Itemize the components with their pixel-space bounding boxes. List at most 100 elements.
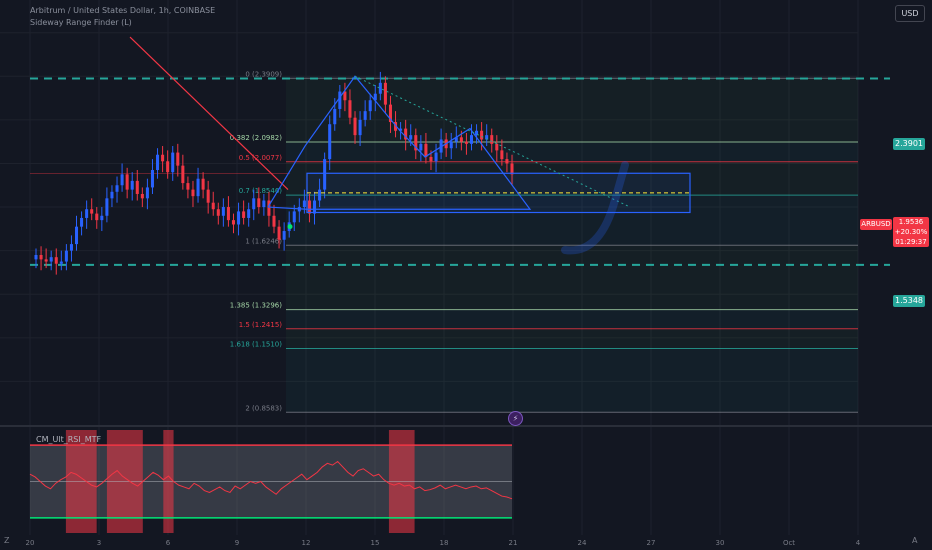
candle-body	[307, 200, 311, 214]
candle-body	[39, 255, 43, 260]
time-tick: 30	[716, 539, 725, 547]
oscillator-pane: CM_Ult_RSI_MTF	[0, 425, 932, 533]
fib-label: 0.5 (2.0077)	[239, 154, 283, 162]
candle-body	[64, 250, 68, 262]
harmonic-pattern	[267, 75, 532, 210]
candle-body	[176, 152, 180, 166]
candle-body	[282, 231, 286, 240]
fib-zone	[286, 142, 858, 162]
candle-body	[74, 226, 79, 245]
candle-body	[404, 128, 408, 140]
candle-body	[161, 154, 165, 162]
fib-retracement: 0 (2.3909) 0.382 (2.0982) 0.5 (2.0077) 0.7 …	[230, 70, 858, 413]
candle-body	[348, 100, 352, 118]
candle-body	[69, 244, 73, 251]
signal-dot	[287, 224, 293, 230]
candle-body	[464, 141, 468, 144]
candle-body	[267, 200, 271, 216]
candle-body	[95, 213, 99, 221]
axes: 20 3 6 9 12 15 18 21 24 27 30 Oct 4	[26, 539, 861, 547]
candle-body	[196, 178, 200, 197]
candle-body	[242, 211, 246, 218]
candle-body	[125, 174, 129, 190]
last-price: 1.9536	[898, 218, 924, 226]
fib-zone	[286, 78, 858, 143]
fib-zone	[286, 161, 858, 196]
candle-body	[277, 226, 281, 240]
fib-label: 0.382 (2.0982)	[230, 134, 282, 142]
time-tick: 15	[371, 539, 380, 547]
candle-body	[495, 143, 499, 151]
osc-label: CM_Ult_RSI_MTF	[36, 435, 101, 444]
candle-body	[475, 130, 479, 136]
time-tick: 3	[97, 539, 101, 547]
candle-body	[54, 257, 58, 264]
candle-body	[399, 128, 403, 131]
candle-body	[85, 209, 89, 218]
candle-body	[237, 211, 241, 225]
candle-body	[171, 152, 175, 173]
candle-body	[145, 187, 149, 199]
candle-body	[469, 135, 474, 144]
candle-body	[181, 165, 185, 184]
candle-body	[419, 143, 423, 151]
price-change: +20.30%	[894, 228, 928, 236]
time-tick: 18	[440, 539, 449, 547]
candle-body	[135, 180, 139, 194]
candle-body	[166, 161, 170, 173]
candle-body	[454, 137, 458, 142]
candle-body	[485, 135, 489, 140]
right-corner-label: A	[912, 536, 918, 545]
candle-body	[510, 163, 514, 175]
candle-body	[338, 91, 342, 109]
time-tick: 6	[166, 539, 171, 547]
candle-body	[292, 211, 296, 223]
watermark-check	[561, 161, 629, 255]
candle-body	[100, 215, 104, 221]
candle-body	[140, 193, 144, 199]
candle-body	[90, 209, 94, 214]
candle-body	[191, 189, 195, 197]
fib-label: 1.385 (1.3296)	[230, 302, 282, 310]
candle-body	[252, 198, 256, 210]
fib-zone	[286, 195, 858, 246]
candle-body	[272, 215, 276, 227]
lightning-icon[interactable]: ⚡	[508, 411, 523, 426]
candle-body	[216, 209, 220, 216]
candle-body	[353, 117, 357, 136]
candle-body	[130, 180, 134, 190]
candle-body	[115, 185, 119, 192]
candle-body	[368, 100, 372, 112]
candle-body	[505, 159, 509, 164]
currency-button[interactable]: USD	[895, 5, 925, 22]
candle-body	[459, 137, 463, 142]
candle-body	[323, 159, 327, 190]
candle-body	[378, 82, 382, 94]
candle-body	[439, 139, 443, 153]
candle-body	[500, 150, 504, 160]
candle-body	[221, 207, 225, 216]
symbol-title: Arbitrum / United States Dollar, 1h, COI…	[30, 6, 216, 15]
candle-body	[186, 183, 190, 190]
candle-body	[44, 259, 48, 262]
candle-body	[449, 141, 453, 149]
candle-body	[231, 220, 236, 225]
candle-body	[226, 207, 230, 221]
time-tick: 27	[647, 539, 656, 547]
candle-body	[201, 178, 205, 190]
candle-body	[358, 119, 362, 136]
candle-body	[343, 91, 347, 101]
time-tick: Oct	[783, 539, 795, 547]
time-tick: 24	[578, 539, 587, 547]
time-tick: 12	[302, 539, 311, 547]
candle-body	[156, 154, 160, 170]
candle-body	[480, 130, 484, 140]
candle-body	[302, 200, 306, 208]
candlestick-series	[34, 71, 514, 275]
fib-zone	[286, 309, 858, 329]
time-tick: 9	[235, 539, 239, 547]
fib-label: 1 (1.6246)	[245, 237, 282, 245]
top-level-tag: 2.3901	[893, 138, 925, 150]
candle-body	[388, 104, 392, 123]
